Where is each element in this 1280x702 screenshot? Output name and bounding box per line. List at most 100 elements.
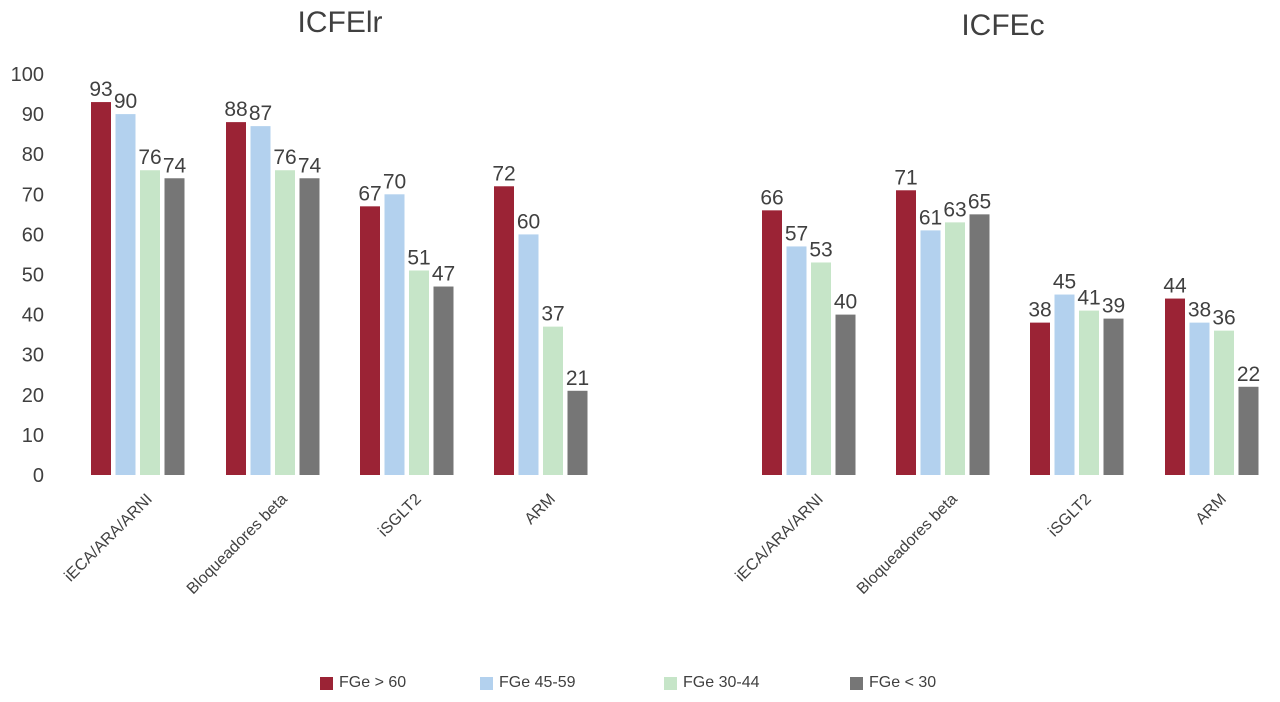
data-label: 71 <box>894 166 917 189</box>
bar <box>275 170 295 476</box>
bar <box>409 270 429 475</box>
x-tick-label: iECA/ARA/ARNI <box>732 491 826 585</box>
bar <box>920 230 941 475</box>
y-tick-label: 100 <box>11 64 44 86</box>
legend-label: FGe > 60 <box>339 674 407 691</box>
data-label: 87 <box>249 102 272 125</box>
x-tick-label: iSGLT2 <box>1045 491 1095 541</box>
bar <box>762 210 782 475</box>
legend-item: FGe 30-44 <box>664 674 759 692</box>
bar <box>835 314 856 475</box>
data-label: 51 <box>407 246 430 269</box>
bar <box>1079 310 1099 475</box>
data-label: 37 <box>541 303 564 326</box>
bar <box>115 114 136 475</box>
data-label: 45 <box>1053 271 1076 294</box>
data-label: 61 <box>919 206 942 229</box>
bar <box>518 234 539 475</box>
data-label: 63 <box>943 198 966 221</box>
x-tick-label: Bloqueadores beta <box>854 491 961 598</box>
legend-swatch <box>850 676 863 690</box>
legend-label: FGe < 30 <box>869 674 937 691</box>
bar <box>786 246 807 475</box>
bar <box>433 286 454 475</box>
data-label: 39 <box>1102 295 1125 318</box>
bar <box>567 390 588 475</box>
data-label: 44 <box>1163 275 1187 298</box>
data-label: 67 <box>358 182 381 205</box>
data-label: 60 <box>517 210 540 233</box>
data-label: 76 <box>138 146 161 169</box>
bar <box>91 102 111 475</box>
y-tick-label: 90 <box>22 104 44 126</box>
y-tick-label: 60 <box>22 224 44 246</box>
data-label: 74 <box>298 154 322 177</box>
bar <box>1103 318 1124 475</box>
y-tick-label: 50 <box>22 265 44 287</box>
bar <box>360 206 380 475</box>
bar <box>1030 322 1050 475</box>
data-label: 66 <box>760 186 783 209</box>
data-label: 93 <box>89 78 112 101</box>
x-tick-label: ARM <box>1193 491 1230 528</box>
y-axis: 0 10 20 30 40 50 60 70 80 90 100 <box>11 64 44 487</box>
bar <box>384 194 405 476</box>
data-label: 74 <box>163 154 187 177</box>
x-axis-labels: iECA/ARA/ARNI Bloqueadores beta iSGLT2 ARM i… <box>61 491 1229 598</box>
bar <box>945 222 965 475</box>
data-label: 21 <box>566 367 589 390</box>
bar <box>969 214 990 475</box>
bar <box>250 126 271 475</box>
legend: FGe > 60 FGe 45-59 FGe 30-44 FGe < 30 <box>0 674 1280 702</box>
bar <box>140 170 160 476</box>
data-label: 88 <box>224 98 247 121</box>
y-tick-label: 0 <box>33 465 44 487</box>
legend-label: FGe 30-44 <box>683 674 760 691</box>
bar <box>543 326 563 475</box>
bar <box>494 186 514 475</box>
data-label: 36 <box>1212 307 1235 330</box>
legend-item: FGe > 60 <box>320 674 406 692</box>
bar <box>299 178 320 475</box>
chart-title-right: ICFEc <box>961 9 1044 42</box>
legend-swatch <box>320 676 333 690</box>
y-tick-label: 40 <box>22 305 44 327</box>
bar <box>164 178 185 475</box>
legend-item: FGe < 30 <box>850 674 936 692</box>
data-label: 70 <box>383 170 406 193</box>
chart-title-left: ICFElr <box>298 6 383 39</box>
data-label: 47 <box>432 263 455 286</box>
x-tick-label: iSGLT2 <box>375 491 425 541</box>
data-label: 38 <box>1188 299 1211 322</box>
legend-item: FGe 45-59 <box>480 674 575 692</box>
bar <box>811 262 831 475</box>
y-tick-label: 70 <box>22 184 44 206</box>
data-label: 22 <box>1237 363 1260 386</box>
data-label: 38 <box>1028 299 1051 322</box>
data-label: 40 <box>834 291 857 314</box>
data-label: 72 <box>492 162 515 185</box>
bar <box>1054 294 1075 475</box>
x-tick-label: iECA/ARA/ARNI <box>61 491 155 585</box>
data-label: 57 <box>785 222 808 245</box>
x-tick-label: Bloqueadores beta <box>184 491 291 598</box>
x-tick-label: ARM <box>522 491 559 528</box>
bar <box>226 122 246 476</box>
legend-swatch <box>664 676 677 690</box>
legend-swatch <box>480 676 493 690</box>
y-tick-label: 30 <box>22 345 44 367</box>
bar <box>1189 322 1210 475</box>
data-label: 65 <box>968 190 991 213</box>
data-label: 41 <box>1077 287 1100 310</box>
y-tick-label: 80 <box>22 144 44 166</box>
data-label: 76 <box>273 146 296 169</box>
legend-label: FGe 45-59 <box>499 674 576 691</box>
y-tick-label: 20 <box>22 385 44 407</box>
bar <box>1165 298 1185 475</box>
bar <box>1214 330 1234 475</box>
data-label: 53 <box>809 238 832 261</box>
bar <box>896 190 916 476</box>
bar <box>1238 386 1259 475</box>
